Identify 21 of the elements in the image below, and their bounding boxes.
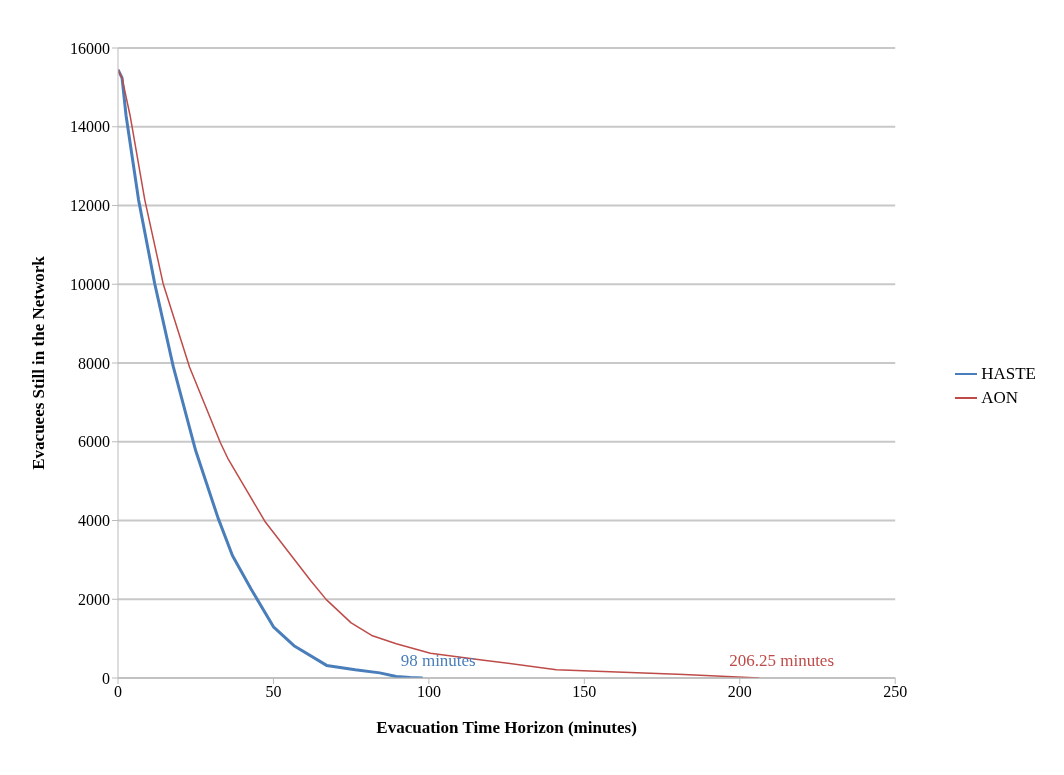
legend-label: AON (981, 388, 1019, 408)
x-tick-label: 100 (416, 683, 441, 701)
x-tick-label: 250 (883, 683, 908, 701)
y-tick-label: 10000 (70, 275, 110, 293)
annotation: 98 minutes (400, 651, 476, 670)
y-axis-title: Evacuees Still in the Network (29, 255, 49, 470)
y-tick-label: 16000 (70, 39, 110, 57)
y-tick-label: 6000 (78, 433, 110, 451)
y-tick-label: 4000 (78, 512, 110, 530)
y-tick-label: 2000 (78, 590, 110, 608)
legend-label: HASTE (981, 364, 1036, 384)
x-tick-label: 50 (265, 683, 282, 701)
x-axis-title: Evacuation Time Horizon (minutes) (376, 718, 637, 737)
y-tick-label: 12000 (70, 197, 110, 215)
x-tick-label: 150 (572, 683, 597, 701)
x-tick-label: 200 (727, 683, 752, 701)
y-tick-label: 8000 (78, 354, 110, 372)
annotation: 206.25 minutes (729, 651, 835, 670)
y-tick-label: 0 (102, 669, 110, 687)
y-tick-label: 14000 (70, 118, 110, 136)
x-tick-label: 0 (114, 683, 122, 701)
